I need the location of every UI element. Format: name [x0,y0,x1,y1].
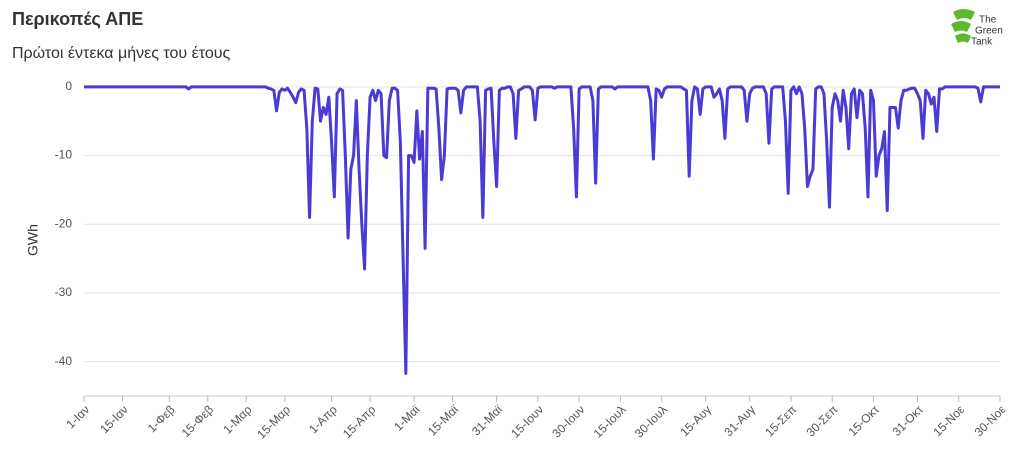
x-tick-label: 15-Ιαν [97,402,131,436]
x-tick-label: 15-Μαρ [254,402,293,441]
x-tick-label: 31-Μαϊ [469,402,505,438]
y-tick-label: -10 [55,148,73,162]
logo: The Green Tank [951,9,1003,48]
x-tick-label: 30-Ιουλ [632,402,670,440]
x-tick-label: 31-Οκτ [889,402,926,439]
y-axis-label: GWh [25,224,41,256]
x-tick-label: 1-Μαρ [220,402,254,436]
chart-title: Περικοπές ΑΠΕ [12,9,143,29]
x-tick-label: 1-Απρ [306,402,340,436]
chart-subtitle: Πρώτοι έντεκα μήνες του έτους [12,45,230,62]
x-tick-label: 1-Φεβ [145,402,178,435]
x-tick-label: 15-Οκτ [845,402,882,439]
x-tick-label: 15-Ιουν [508,402,546,440]
x-tick-label: 15-Νοε [930,402,967,439]
x-tick-label: 1-Μαϊ [391,402,423,434]
x-tick-label: 30-Νοε [972,402,1009,439]
x-tick-label: 15-Μαϊ [425,402,461,438]
x-tick-label: 1-Ιαν [63,402,92,431]
y-tick-label: 0 [65,79,72,93]
x-tick-label: 30-Σεπ [804,402,841,439]
x-tick-label: 31-Αυγ [721,402,758,439]
x-tick-label: 15-Ιουλ [591,402,629,440]
logo-text: Tank [971,37,993,48]
logo-icon [951,9,975,43]
x-tick-label: 15-Απρ [340,402,379,441]
y-tick-label: -30 [55,285,73,299]
x-tick-label: 15-Αυγ [677,402,714,439]
x-tick-label: 15-Σεπ [762,402,799,439]
logo-text: The [979,15,997,26]
line-series [84,85,1000,375]
x-tick-label: 30-Ιουν [549,402,587,440]
x-tick-label: 15-Φεβ [179,402,217,440]
y-tick-label: -40 [55,354,73,368]
y-tick-label: -20 [55,216,73,230]
logo-text: Green [975,26,1003,37]
